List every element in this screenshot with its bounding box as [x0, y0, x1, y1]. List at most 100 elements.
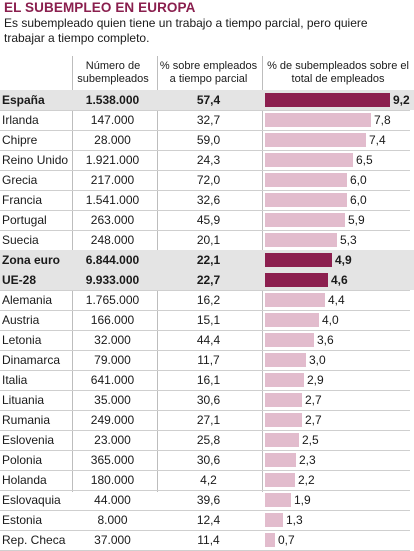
underemployed-value: 263.000	[90, 213, 135, 227]
underemployed-value: 1.921.000	[85, 153, 140, 167]
pct-part-time-value: 20,1	[196, 233, 221, 247]
underemployed-value: 1.765.000	[85, 293, 140, 307]
bar-pct-total	[265, 453, 296, 467]
bar-pct-total	[265, 113, 371, 127]
bar-pct-total	[265, 473, 295, 487]
bar-value-label: 5,9	[348, 213, 365, 227]
country-label: Zona euro	[2, 253, 61, 267]
bar-value-label: 7,8	[374, 113, 391, 127]
row-divider	[0, 150, 410, 151]
table-row: Lituania 35.000 30,6 2,7	[0, 390, 414, 411]
underemployed-value: 44.000	[94, 493, 131, 507]
pct-part-time-value: 57,4	[196, 93, 221, 107]
country-label: Lituania	[2, 393, 45, 407]
chart-title: EL SUBEMPLEO EN EUROPA	[4, 0, 196, 15]
bar-value-label: 6,5	[356, 153, 373, 167]
table-row: Polonia 365.000 30,6 2,3	[0, 450, 414, 471]
table-row: Letonia 32.000 44,4 3,6	[0, 330, 414, 351]
bar-value-label: 5,3	[340, 233, 357, 247]
table-row: Zona euro 6.844.000 22,1 4,9	[0, 250, 414, 271]
country-label: Irlanda	[2, 113, 39, 127]
bar-value-label: 7,4	[369, 133, 386, 147]
bar-pct-total	[265, 213, 345, 227]
bar-value-label: 6,0	[350, 173, 367, 187]
underemployed-value: 180.000	[90, 473, 135, 487]
underemployed-value: 6.844.000	[85, 253, 140, 267]
bar-pct-total	[265, 513, 283, 527]
country-label: Eslovenia	[2, 433, 55, 447]
country-label: UE-28	[2, 273, 37, 287]
underemployed-value: 248.000	[90, 233, 135, 247]
chart-subtitle: Es subempleado quien tiene un trabajo a …	[4, 16, 368, 45]
underemployed-value: 28.000	[94, 133, 131, 147]
country-label: Francia	[2, 193, 43, 207]
pct-part-time-value: 11,4	[197, 533, 220, 547]
row-divider	[0, 450, 410, 451]
bar-value-label: 1,3	[286, 513, 303, 527]
bar-pct-total	[265, 373, 304, 387]
country-label: Chipre	[2, 133, 38, 147]
bar-value-label: 2,3	[299, 453, 316, 467]
country-label: Grecia	[2, 173, 38, 187]
country-label: Austria	[2, 313, 40, 327]
pct-part-time-value: 32,6	[196, 193, 221, 207]
country-label: Dinamarca	[2, 353, 61, 367]
bar-pct-total	[265, 393, 302, 407]
row-divider	[0, 290, 410, 291]
country-label: Reino Unido	[2, 153, 69, 167]
table-row: Irlanda 147.000 32,7 7,8	[0, 110, 414, 131]
table-row: Francia 1.541.000 32,6 6,0	[0, 190, 414, 211]
bar-value-label: 2,7	[305, 393, 322, 407]
pct-part-time-value: 12,4	[196, 513, 221, 527]
bar-pct-total	[265, 273, 328, 287]
bar-value-label: 0,7	[278, 533, 295, 547]
header-pct-part-time: % sobre empleados a tiempo parcial	[159, 60, 258, 85]
underemployed-value: 23.000	[94, 433, 131, 447]
country-label: Suecia	[2, 233, 39, 247]
table-row: Eslovaquia 44.000 39,6 1,9	[0, 490, 414, 511]
underemployed-value: 32.000	[94, 333, 131, 347]
table-row: Reino Unido 1.921.000 24,3 6,5	[0, 150, 414, 171]
table-row: Alemania 1.765.000 16,2 4,4	[0, 290, 414, 311]
underemployed-value: 365.000	[90, 453, 135, 467]
table-row: Italia 641.000 16,1 2,9	[0, 370, 414, 391]
pct-part-time-value: 22,7	[196, 273, 221, 287]
row-divider	[0, 130, 410, 131]
row-divider	[0, 370, 410, 371]
underemployed-value: 641.000	[90, 373, 135, 387]
pct-part-time-value: 45,9	[196, 213, 221, 227]
bar-value-label: 9,2	[393, 93, 410, 107]
bar-pct-total	[265, 413, 302, 427]
row-divider	[0, 330, 410, 331]
country-label: Eslovaquia	[2, 493, 61, 507]
country-label: Estonia	[2, 513, 43, 527]
country-label: Italia	[2, 373, 28, 387]
table-row: Suecia 248.000 20,1 5,3	[0, 230, 414, 251]
row-divider	[0, 410, 410, 411]
table-row: Grecia 217.000 72,0 6,0	[0, 170, 414, 191]
pct-part-time-value: 11,7	[197, 353, 220, 367]
bar-value-label: 4,4	[328, 293, 345, 307]
row-divider	[0, 190, 410, 191]
row-divider	[0, 110, 410, 111]
table-row: Rumania 249.000 27,1 2,7	[0, 410, 414, 431]
pct-part-time-value: 30,6	[196, 453, 221, 467]
row-divider	[0, 470, 410, 471]
country-label: Polonia	[2, 453, 43, 467]
table-row: Estonia 8.000 12,4 1,3	[0, 510, 414, 531]
bar-pct-total	[265, 333, 314, 347]
underemployed-value: 9.933.000	[85, 273, 140, 287]
underemployed-value: 1.541.000	[85, 193, 140, 207]
underemployed-value: 249.000	[90, 413, 135, 427]
bar-pct-total	[265, 313, 319, 327]
bar-pct-total	[265, 153, 353, 167]
bar-value-label: 4,6	[331, 273, 348, 287]
bar-pct-total	[265, 133, 366, 147]
table-row: España 1.538.000 57,4 9,2	[0, 90, 414, 111]
pct-part-time-value: 22,1	[196, 253, 221, 267]
pct-part-time-value: 15,1	[196, 313, 221, 327]
bar-value-label: 2,7	[305, 413, 322, 427]
underemployed-value: 166.000	[90, 313, 135, 327]
bar-pct-total	[265, 193, 347, 207]
bar-pct-total	[265, 533, 275, 547]
